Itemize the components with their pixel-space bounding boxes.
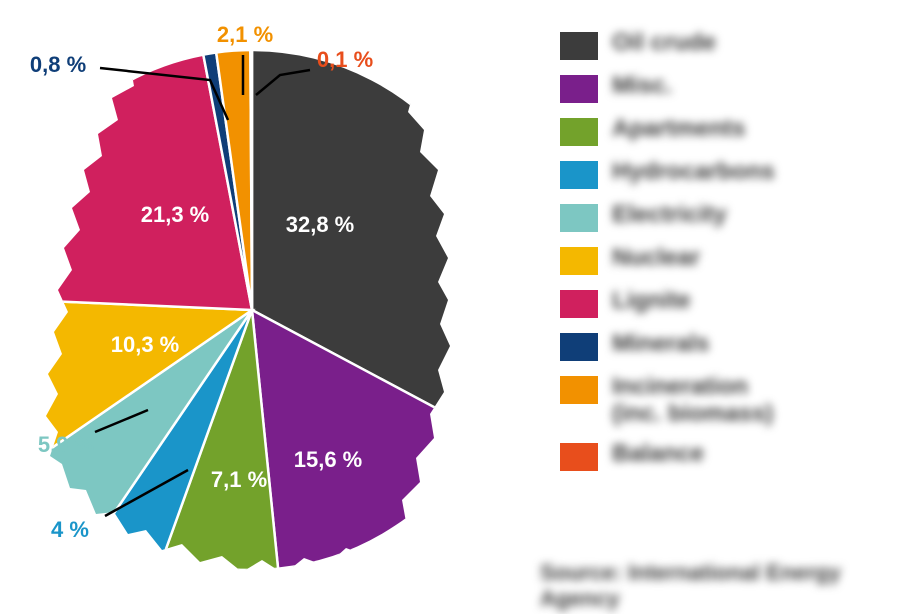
value-label-hydrocarbons: 4 % [51, 517, 89, 543]
legend-label: Incineration (inc. biomass) [612, 374, 773, 428]
slice-balance [250, 50, 252, 310]
legend-swatch [560, 247, 598, 275]
legend-swatch [560, 118, 598, 146]
value-label-lignite: 21,3 % [141, 202, 210, 228]
value-label-balance: 0,1 % [317, 47, 373, 73]
legend-item-6: Lignite [560, 288, 775, 318]
value-label-oil-crude: 32,8 % [286, 212, 355, 238]
legend-item-9: Balance [560, 441, 775, 471]
legend-item-3: Hydrocarbons [560, 159, 775, 189]
legend-label: Misc. [612, 73, 672, 100]
legend-label: Oil crude [612, 30, 716, 57]
legend-label: Lignite [612, 288, 691, 315]
legend-swatch [560, 75, 598, 103]
value-label-incineration: 2,1 % [217, 22, 273, 48]
legend-swatch [560, 32, 598, 60]
legend-item-4: Electricity [560, 202, 775, 232]
legend-item-2: Apartments [560, 116, 775, 146]
legend-swatch [560, 443, 598, 471]
legend-swatch [560, 333, 598, 361]
value-label-nuclear: 10,3 % [111, 332, 180, 358]
legend-item-5: Nuclear [560, 245, 775, 275]
legend-item-7: Minerals [560, 331, 775, 361]
legend: Oil crude Misc. Apartments Hydrocarbons Elec… [560, 30, 775, 484]
source-credit: Source: International Energy Agency [540, 560, 909, 612]
legend-label: Electricity [612, 202, 727, 229]
legend-label: Hydrocarbons [612, 159, 775, 186]
legend-swatch [560, 161, 598, 189]
legend-label: Nuclear [612, 245, 700, 272]
legend-item-0: Oil crude [560, 30, 775, 60]
figure-root: 32,8 % 15,6 % 7,1 % 4 % 5,9 % 10,3 % 21,3 % 0,8… [0, 0, 909, 614]
legend-label: Balance [612, 441, 704, 468]
value-label-apartments: 7,1 % [211, 467, 267, 493]
legend-label: Apartments [612, 116, 745, 143]
legend-label: Minerals [612, 331, 709, 358]
value-label-minerals: 0,8 % [30, 52, 86, 78]
legend-swatch [560, 290, 598, 318]
legend-swatch [560, 204, 598, 232]
legend-item-1: Misc. [560, 73, 775, 103]
value-label-electricity: 5,9 % [38, 432, 94, 458]
legend-item-8: Incineration (inc. biomass) [560, 374, 775, 428]
legend-swatch [560, 376, 598, 404]
value-label-misc: 15,6 % [294, 447, 363, 473]
